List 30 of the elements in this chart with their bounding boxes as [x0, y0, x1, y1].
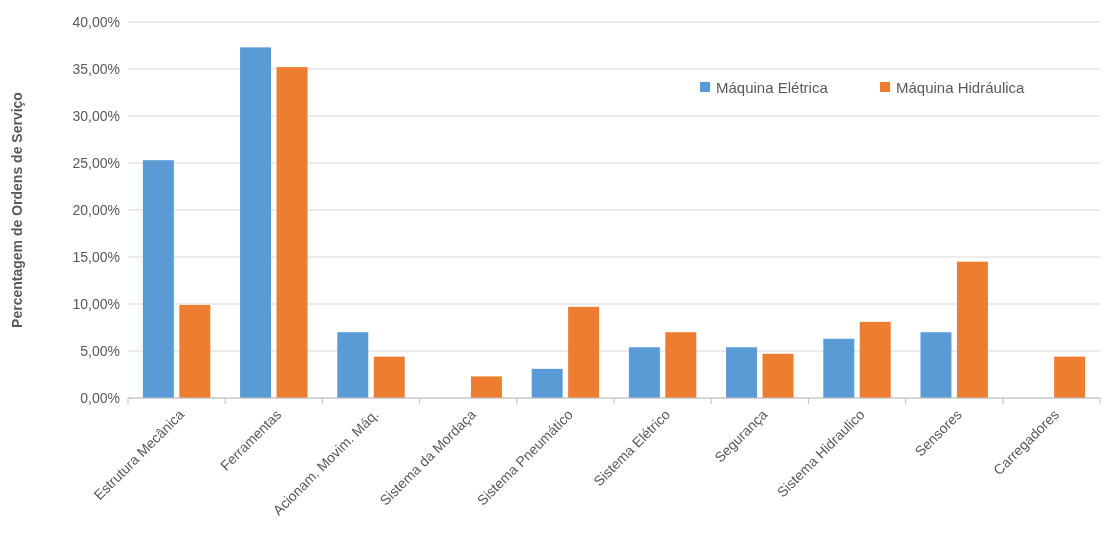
- bar: [531, 368, 563, 398]
- y-axis-title: Percentagem de Ordens de Serviço: [9, 92, 25, 328]
- bar: [762, 353, 794, 398]
- y-tick-label: 5,00%: [80, 342, 120, 359]
- bar: [956, 261, 988, 398]
- bar: [665, 332, 697, 398]
- bar: [142, 160, 174, 398]
- y-tick-label: 40,00%: [72, 13, 120, 30]
- legend-label: Máquina Hidráulica: [896, 79, 1026, 97]
- bar: [240, 47, 272, 398]
- bar: [726, 347, 758, 398]
- y-tick-label: 25,00%: [72, 154, 120, 171]
- bar: [337, 332, 369, 398]
- y-tick-label: 0,00%: [80, 389, 120, 406]
- legend-label: Máquina Elétrica: [716, 79, 829, 97]
- bar: [920, 332, 952, 398]
- y-tick-label: 20,00%: [72, 201, 120, 218]
- bar: [1054, 356, 1086, 398]
- bar: [373, 356, 405, 398]
- bar: [276, 67, 308, 398]
- bar: [470, 376, 502, 398]
- y-tick-label: 10,00%: [72, 295, 120, 312]
- bar: [859, 321, 891, 398]
- bar: [628, 347, 660, 398]
- bar: [823, 338, 855, 398]
- y-tick-label: 35,00%: [72, 60, 120, 77]
- bar: [568, 306, 600, 398]
- y-tick-label: 30,00%: [72, 107, 120, 124]
- bar: [179, 304, 211, 398]
- y-tick-label: 15,00%: [72, 248, 120, 265]
